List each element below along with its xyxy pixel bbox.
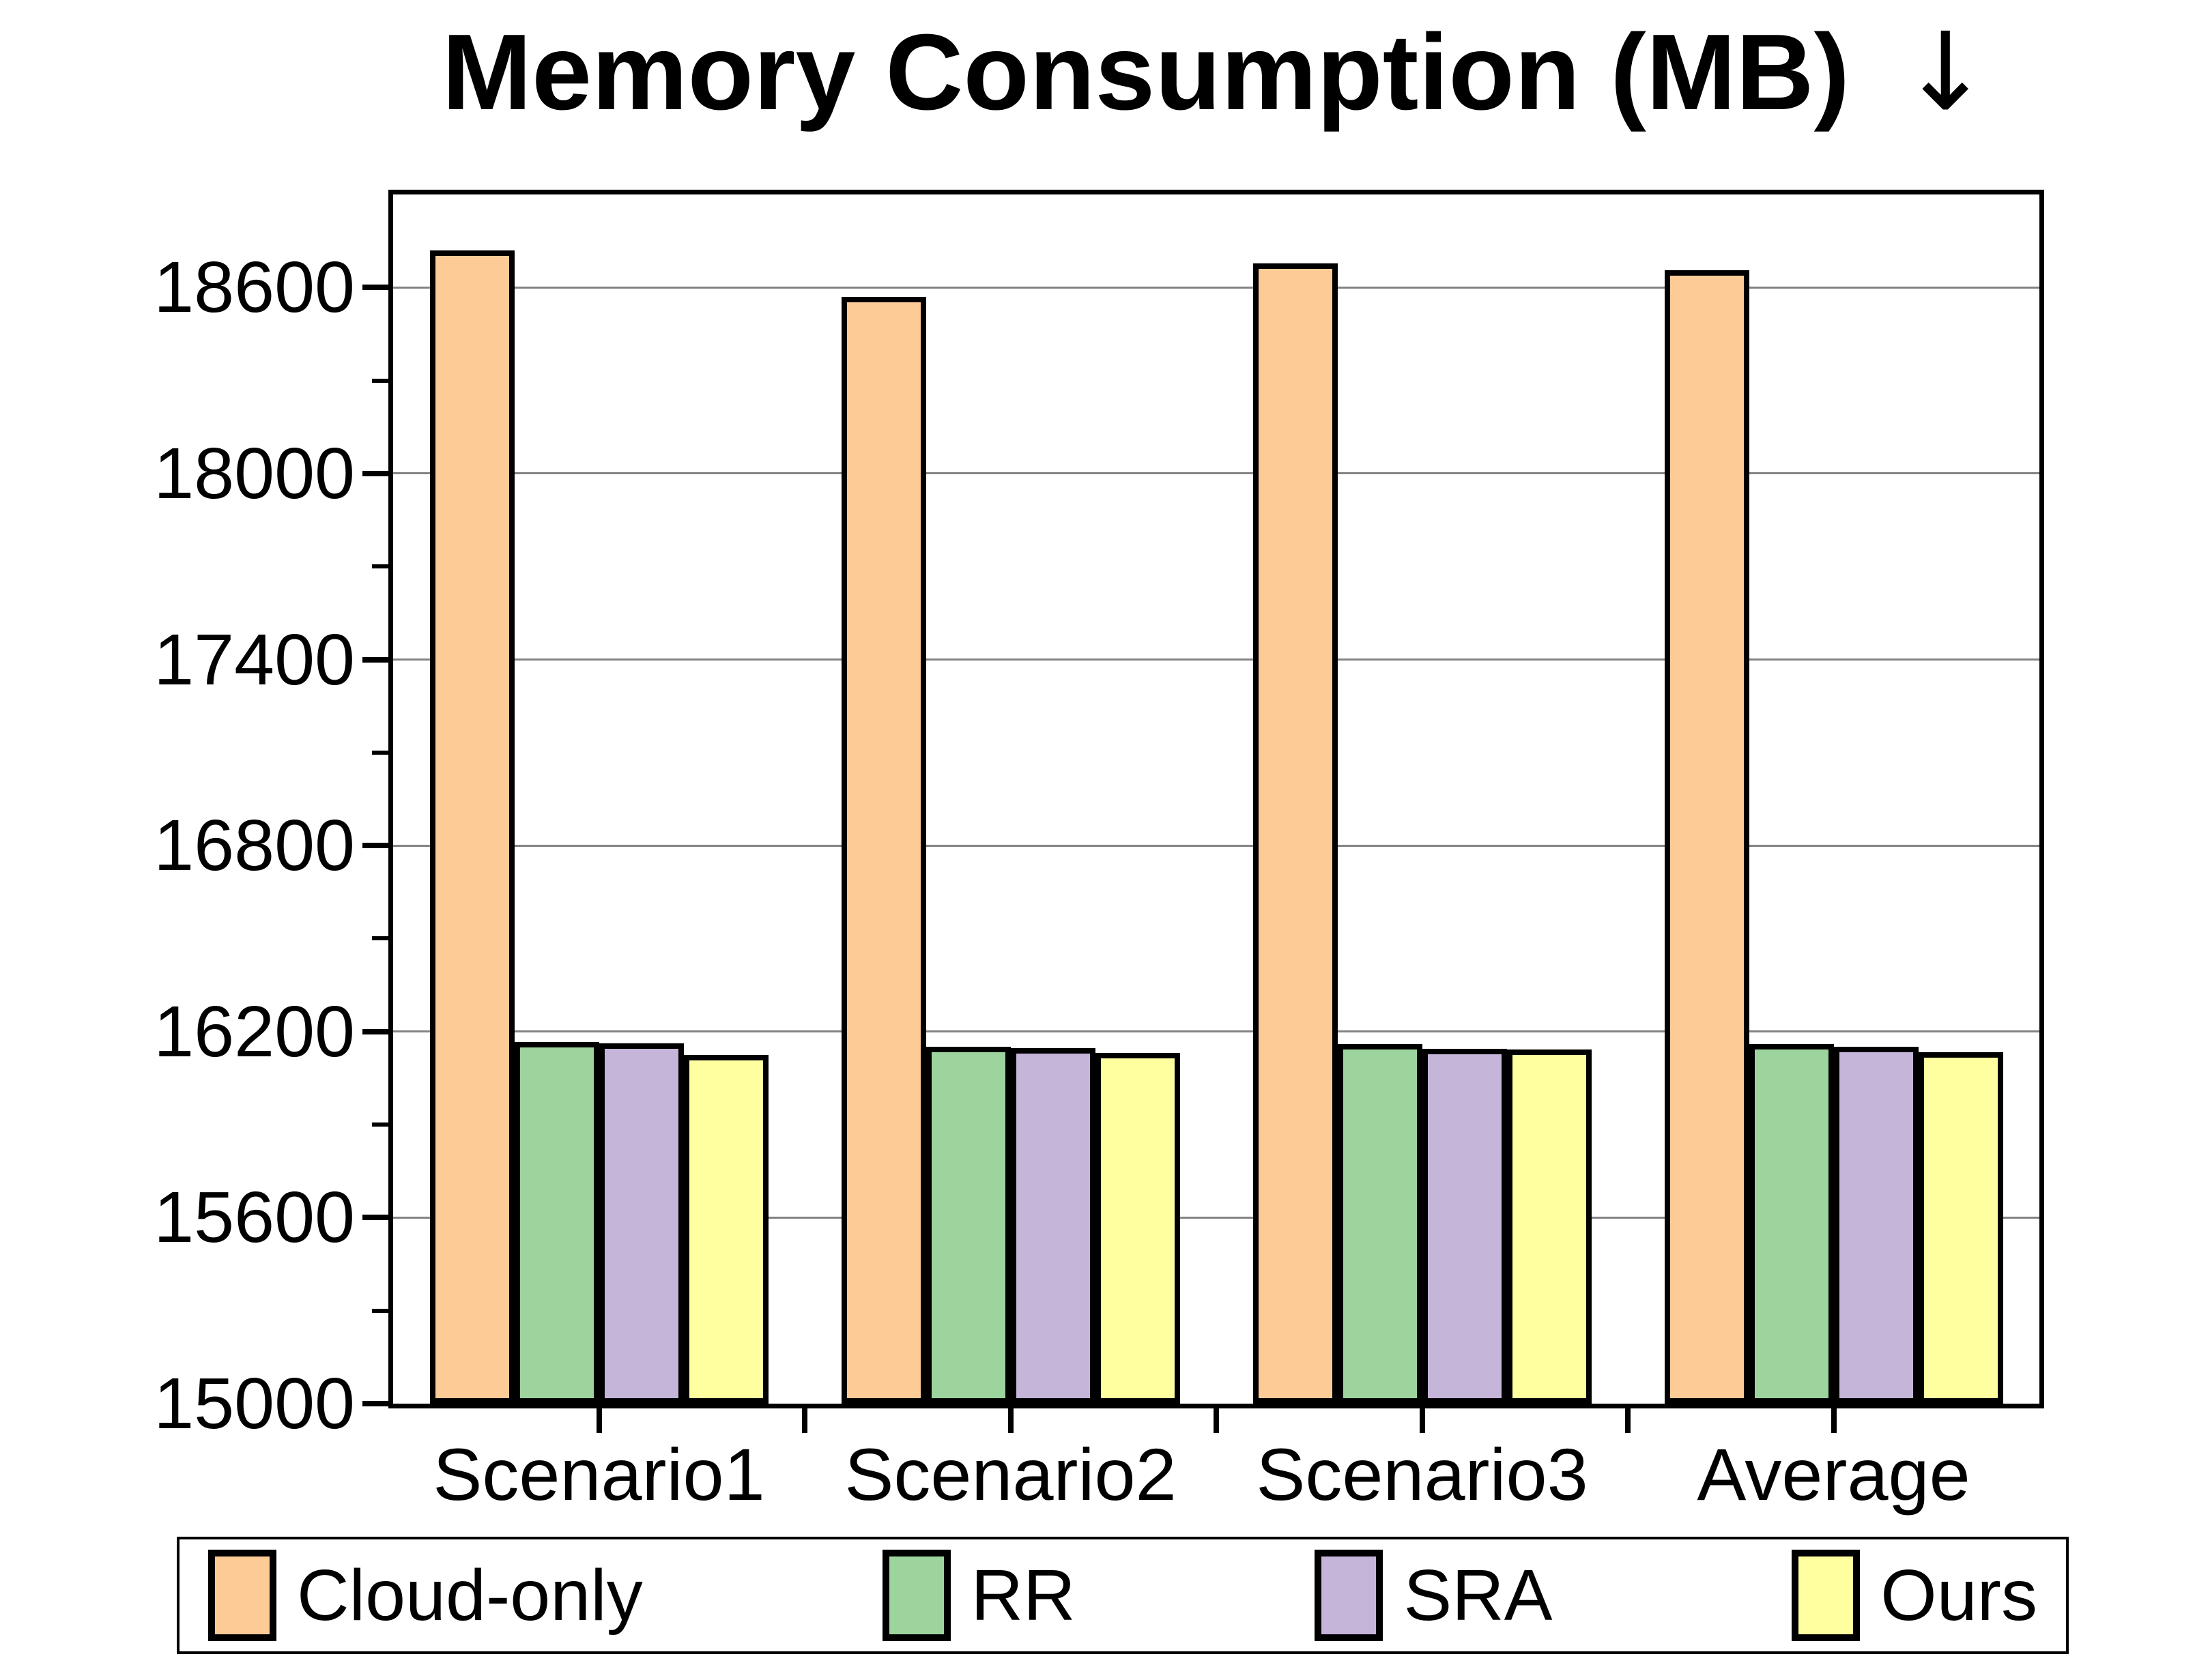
y-major-tick-18000 (362, 470, 388, 476)
x-tick-label: Average (1697, 1433, 1970, 1516)
y-minor-tick-15300 (372, 1308, 388, 1313)
y-minor-tick-17700 (372, 564, 388, 569)
bar-cloud-only-average (1664, 270, 1749, 1404)
legend-swatch-sra (1315, 1550, 1383, 1641)
legend-label-sra: SRA (1403, 1555, 1553, 1636)
x-major-tick-scenario1 (596, 1408, 602, 1433)
y-tick-label: 18000 (154, 433, 355, 514)
y-tick-label: 16800 (154, 805, 355, 886)
plot-area (388, 190, 2044, 1408)
bar-sra-average (1833, 1046, 1919, 1404)
x-boundary-tick-2 (1214, 1408, 1219, 1433)
bar-ours-scenario2 (1095, 1052, 1180, 1404)
legend-label-cloud-only: Cloud-only (297, 1555, 643, 1636)
y-major-tick-18600 (362, 285, 388, 291)
bar-rr-scenario3 (1337, 1044, 1422, 1404)
bar-sra-scenario1 (599, 1043, 684, 1404)
gridline-17400 (393, 658, 2039, 661)
legend-item-rr: RR (882, 1550, 1076, 1641)
y-minor-tick-16500 (372, 936, 388, 941)
y-tick-label: 17400 (154, 619, 355, 700)
bar-ours-scenario1 (683, 1054, 769, 1404)
bar-sra-scenario3 (1422, 1048, 1507, 1404)
legend-swatch-cloud-only (208, 1550, 276, 1641)
bar-cloud-only-scenario1 (429, 250, 515, 1404)
legend: Cloud-only RR SRA Ours (177, 1537, 2069, 1654)
legend-item-sra: SRA (1315, 1550, 1552, 1641)
y-major-tick-15000 (362, 1401, 388, 1406)
y-tick-label: 15600 (154, 1177, 355, 1258)
y-major-tick-17400 (362, 656, 388, 663)
x-major-tick-scenario2 (1007, 1408, 1014, 1433)
bar-ours-scenario3 (1506, 1049, 1592, 1404)
legend-item-ours: Ours (1792, 1550, 2037, 1641)
y-tick-label: 18600 (154, 247, 355, 328)
chart-title: Memory Consumption (MB) ↓ (393, 10, 2039, 135)
x-boundary-tick-3 (1625, 1408, 1631, 1433)
gridline-16800 (393, 844, 2039, 847)
y-minor-tick-15900 (372, 1123, 388, 1127)
y-minor-tick-17100 (372, 750, 388, 755)
bar-sra-scenario2 (1010, 1047, 1095, 1404)
legend-label-rr: RR (971, 1555, 1076, 1636)
x-major-tick-average (1831, 1408, 1837, 1433)
bar-rr-scenario2 (926, 1046, 1011, 1404)
y-tick-label: 16200 (154, 991, 355, 1072)
bar-ours-average (1918, 1052, 2003, 1404)
bar-rr-scenario1 (514, 1041, 599, 1404)
x-tick-label: Scenario3 (1256, 1433, 1588, 1516)
gridline-16200 (393, 1030, 2039, 1033)
gridline-18600 (393, 286, 2039, 289)
bar-rr-average (1749, 1044, 1834, 1404)
x-tick-label: Scenario1 (433, 1433, 765, 1516)
gridline-15600 (393, 1216, 2039, 1219)
y-tick-label: 15000 (154, 1363, 355, 1444)
legend-item-cloud-only: Cloud-only (208, 1550, 643, 1641)
legend-swatch-ours (1792, 1550, 1861, 1641)
legend-swatch-rr (882, 1550, 951, 1641)
chart-title-text: Memory Consumption (MB) (442, 12, 1850, 132)
bar-cloud-only-scenario3 (1252, 263, 1338, 1404)
bar-cloud-only-scenario2 (841, 297, 926, 1404)
x-major-tick-scenario3 (1419, 1408, 1425, 1433)
y-major-tick-15600 (362, 1215, 388, 1221)
x-tick-label: Scenario2 (844, 1433, 1177, 1516)
gridline-18000 (393, 472, 2039, 475)
y-major-tick-16800 (362, 843, 388, 849)
y-minor-tick-18300 (372, 378, 388, 383)
legend-label-ours: Ours (1880, 1555, 2037, 1636)
y-major-tick-16200 (362, 1028, 388, 1034)
x-boundary-tick-1 (802, 1408, 807, 1433)
down-arrow-icon: ↓ (1900, 10, 1991, 135)
